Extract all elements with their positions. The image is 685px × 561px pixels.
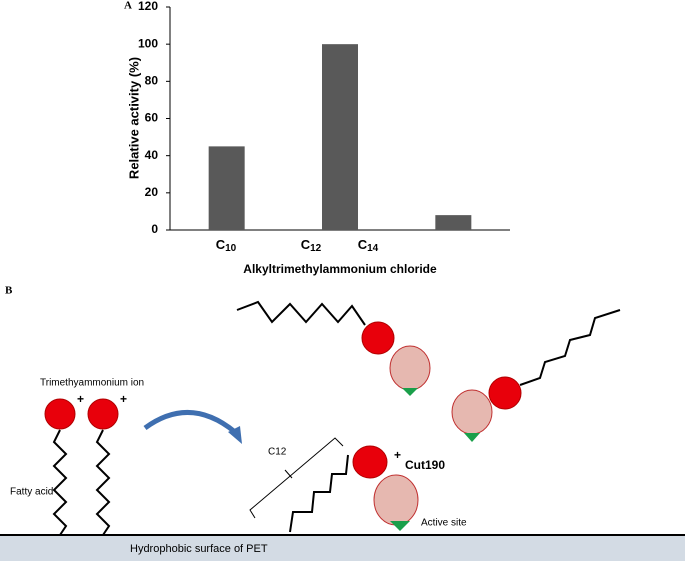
y-tick-label: 60 — [145, 111, 159, 125]
chain-label: C12 — [268, 447, 287, 458]
bracket — [249, 437, 344, 519]
y-tick-label: 100 — [138, 36, 158, 50]
surface-label: Hydrophobic surface of PET — [130, 543, 268, 555]
charge: + — [77, 392, 84, 406]
fatty-acid-label: Fatty acid — [10, 487, 53, 498]
ion-head — [87, 398, 119, 430]
ion-head — [44, 398, 76, 430]
bar — [322, 44, 358, 230]
enzyme-label: Cut190 — [405, 458, 445, 472]
ion-head — [488, 376, 522, 410]
y-tick-label: 20 — [145, 185, 159, 199]
label-sub: 12 — [310, 243, 322, 254]
label-main: C — [301, 237, 311, 252]
diagram: B Hydrophobic surface of PET Trimethyamm… — [0, 285, 685, 561]
chain — [519, 309, 621, 386]
ion-head — [352, 445, 388, 479]
arrowhead — [228, 426, 242, 444]
chain — [236, 300, 366, 326]
bar — [435, 215, 472, 230]
enzyme — [389, 345, 431, 391]
bar — [208, 146, 245, 230]
y-tick-label: 80 — [145, 74, 159, 88]
y-axis-title: Relative activity (%) — [126, 57, 141, 179]
active-site — [390, 521, 410, 531]
active-site — [402, 388, 418, 396]
x-axis-title: Alkyltrimethylammonium chloride — [243, 262, 437, 276]
panel-label: B — [5, 285, 13, 297]
label-sub: 14 — [367, 243, 379, 254]
x-tick-label: C14 — [358, 237, 379, 253]
label-sub: 10 — [225, 243, 237, 254]
enzyme — [373, 474, 419, 526]
label-main: C — [358, 237, 368, 252]
y-tick-label: 0 — [151, 222, 158, 236]
site-label: Active site — [421, 518, 467, 529]
enzyme — [451, 389, 493, 435]
panel-label: A — [124, 0, 132, 12]
chain — [95, 429, 111, 536]
charge: + — [120, 392, 127, 406]
active-site — [464, 433, 480, 442]
y-tick-label: 40 — [145, 148, 159, 162]
chain — [289, 454, 349, 533]
chain — [52, 429, 68, 536]
label-main: C — [216, 237, 226, 252]
x-tick-label: C10 — [216, 237, 237, 253]
ion-head — [361, 321, 395, 355]
arrow — [143, 409, 237, 434]
ion-label: Trimethyammonium ion — [40, 378, 144, 389]
pet-surface — [0, 535, 685, 561]
x-tick-label: C12 — [301, 237, 322, 253]
bracket-tick — [284, 469, 293, 479]
y-tick-label: 120 — [138, 0, 158, 13]
charge: + — [394, 448, 401, 462]
